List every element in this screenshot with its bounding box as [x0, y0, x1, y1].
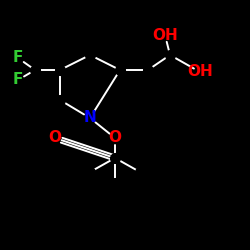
- Text: OH: OH: [152, 28, 178, 42]
- Text: F: F: [13, 72, 23, 88]
- Text: O: O: [108, 130, 122, 146]
- Text: F: F: [13, 50, 23, 66]
- Text: OH: OH: [187, 64, 213, 80]
- Text: N: N: [84, 110, 96, 126]
- Text: O: O: [48, 130, 62, 146]
